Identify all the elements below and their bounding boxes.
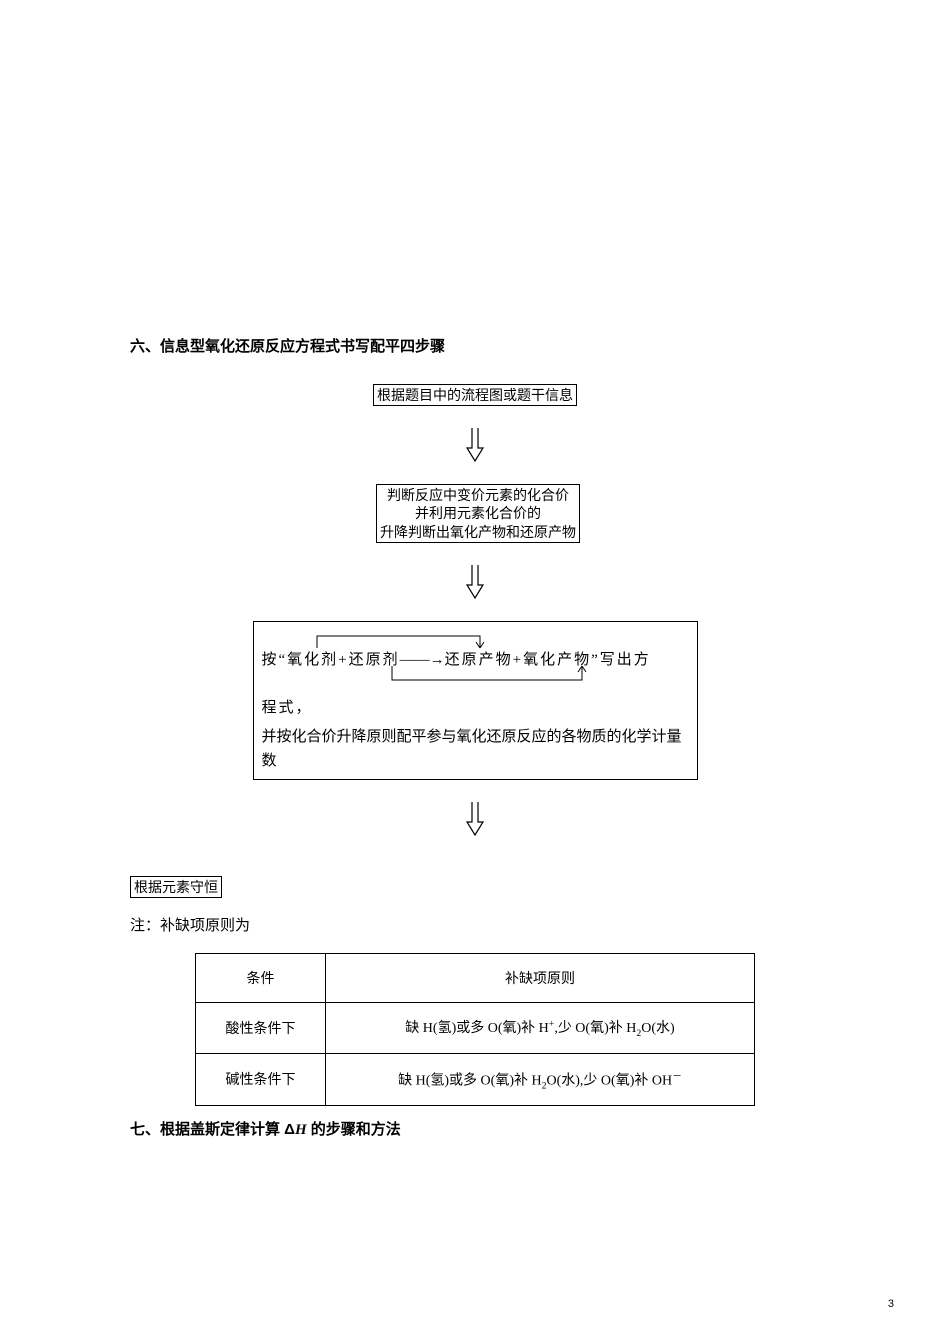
down-arrow-icon xyxy=(466,802,484,836)
step3-mid: 还原产物+氧化产物”写出方 xyxy=(445,652,651,668)
flow-step-4-text: 根据元素守恒 xyxy=(130,876,222,898)
deficiency-table: 条件 补缺项原则 酸性条件下 缺 H(氢)或多 O(氧)补 H+,少 O(氧)补… xyxy=(195,953,755,1106)
table-row: 碱性条件下 缺 H(氢)或多 O(氧)补 H2O(水),少 O(氧)补 OH－ xyxy=(196,1053,755,1105)
flow-step-2-line2: 并利用元素化合价的 xyxy=(380,504,576,522)
step3-arrow: ——→ xyxy=(400,652,445,668)
flow-step-4: 根据元素守恒 xyxy=(130,876,820,898)
flow-step-2-line3: 升降判断出氧化产物和还原产物 xyxy=(380,523,576,541)
down-arrow-icon xyxy=(466,565,484,599)
flow-step-1: 根据题目中的流程图或题干信息 xyxy=(373,384,577,406)
flow-step-3: 按“氧化剂+还原剂——→还原产物+氧化产物”写出方 程式， 并按化合价升降原则配… xyxy=(253,621,698,780)
table-cell-rule: 缺 H(氢)或多 O(氧)补 H+,少 O(氧)补 H2O(水) xyxy=(326,1002,755,1053)
note-label: 注：补缺项原则为 xyxy=(130,914,820,935)
table-cell-condition: 酸性条件下 xyxy=(196,1002,326,1053)
flow-step-1-text: 根据题目中的流程图或题干信息 xyxy=(377,386,573,404)
page-number: 3 xyxy=(888,1298,894,1310)
table-header-row: 条件 补缺项原则 xyxy=(196,953,755,1002)
table-header-rule: 补缺项原则 xyxy=(326,953,755,1002)
table-cell-rule: 缺 H(氢)或多 O(氧)补 H2O(水),少 O(氧)补 OH－ xyxy=(326,1053,755,1105)
step3-line2: 程式， xyxy=(262,692,689,725)
flow-step-2: 判断反应中变价元素的化合价 并利用元素化合价的 升降判断出氧化产物和还原产物 xyxy=(376,484,580,543)
table-header-condition: 条件 xyxy=(196,953,326,1002)
reaction-diagram: 按“氧化剂+还原剂——→还原产物+氧化产物”写出方 xyxy=(262,630,689,688)
table-row: 酸性条件下 缺 H(氢)或多 O(氧)补 H+,少 O(氧)补 H2O(水) xyxy=(196,1002,755,1053)
step3-prefix: 按“氧化剂+还原剂 xyxy=(262,652,400,668)
down-arrow-icon xyxy=(466,428,484,462)
heading7-pre: 七、根据盖斯定律计算 Δ xyxy=(130,1121,295,1138)
table-cell-condition: 碱性条件下 xyxy=(196,1053,326,1105)
heading7-post: 的步骤和方法 xyxy=(307,1121,401,1138)
step3-line3: 并按化合价升降原则配平参与氧化还原反应的各物质的化学计量数 xyxy=(262,725,689,773)
flowchart: 根据题目中的流程图或题干信息 判断反应中变价元素的化合价 并利用元素化合价的 升… xyxy=(130,384,820,858)
section-6-heading: 六、信息型氧化还原反应方程式书写配平四步骤 xyxy=(130,335,820,356)
section-7-heading: 七、根据盖斯定律计算 ΔH 的步骤和方法 xyxy=(130,1118,820,1139)
heading7-delta-h: H xyxy=(295,1122,307,1138)
flow-step-2-line1: 判断反应中变价元素的化合价 xyxy=(380,486,576,504)
